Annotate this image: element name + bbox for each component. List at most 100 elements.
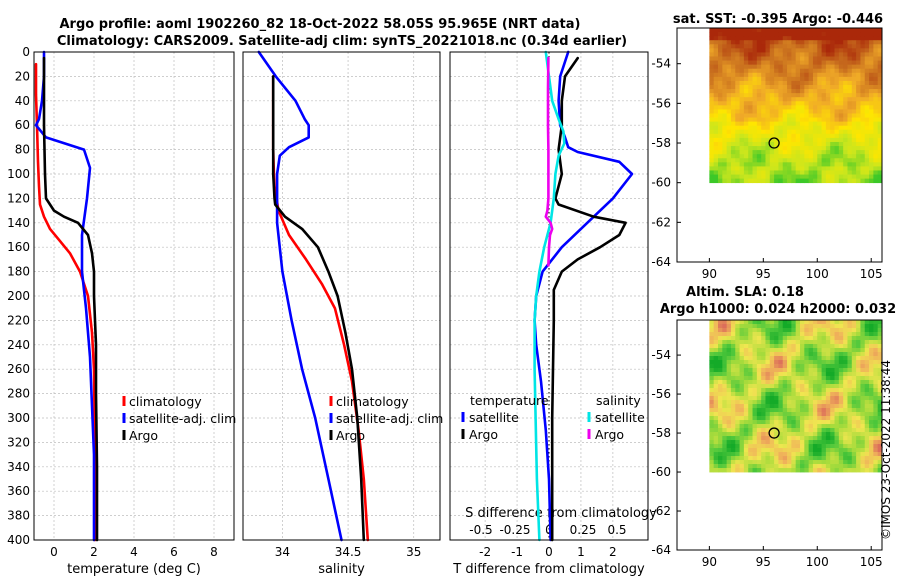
heatmap-cell xyxy=(730,320,736,325)
heatmap-cell xyxy=(726,166,732,171)
heatmap-cell xyxy=(851,76,857,82)
heatmap-cell xyxy=(752,72,758,78)
heatmap-cell xyxy=(752,360,758,365)
heatmap-cell xyxy=(769,40,775,45)
heatmap-cell xyxy=(834,121,840,127)
heatmap-cell xyxy=(748,44,753,49)
heatmap-cell xyxy=(735,84,740,90)
heatmap-cell xyxy=(774,420,779,425)
heatmap-cell xyxy=(812,400,818,405)
heatmap-cell xyxy=(726,162,732,167)
heatmap-cell xyxy=(795,48,801,53)
heatmap-cell xyxy=(795,133,801,139)
heatmap-cell xyxy=(765,166,771,171)
heatmap-cell xyxy=(761,141,766,147)
heatmap-cell xyxy=(791,158,797,163)
heatmap-cell xyxy=(873,146,879,151)
heatmap-cell xyxy=(804,420,810,425)
salinity-panel: 34 34.5 35salinityclimatologysatellite-adj… xyxy=(242,50,443,577)
heatmap-cell xyxy=(864,388,870,393)
heatmap-cell xyxy=(748,396,753,401)
heatmap-cell xyxy=(856,166,861,171)
heatmap-cell xyxy=(817,388,822,393)
heatmap-cell xyxy=(834,68,840,74)
heatmap-cell xyxy=(756,60,762,66)
heatmap-cell xyxy=(838,332,844,337)
heatmap-cell xyxy=(821,56,827,61)
heatmap-cell xyxy=(860,146,866,151)
heatmap-cell xyxy=(791,468,797,473)
heatmap-cell xyxy=(752,56,758,61)
heatmap-cell xyxy=(787,444,792,449)
heatmap-cell xyxy=(825,444,831,449)
heatmap-cell xyxy=(817,125,822,131)
heatmap-cell xyxy=(808,332,814,337)
heatmap-cell xyxy=(735,364,740,369)
heatmap-cell xyxy=(800,121,805,127)
heatmap-cell xyxy=(722,178,728,184)
heatmap-cell xyxy=(769,105,775,110)
heatmap-cell xyxy=(800,32,805,37)
heatmap-cell xyxy=(782,448,788,453)
heatmap-cell xyxy=(718,166,723,171)
heatmap-cell xyxy=(804,72,810,78)
heatmap-cell xyxy=(843,89,848,94)
heatmap-cell xyxy=(782,146,788,151)
heatmap-cell xyxy=(851,396,857,401)
heatmap-cell xyxy=(795,348,801,353)
heatmap-cell xyxy=(795,436,801,441)
heatmap-cell xyxy=(739,436,745,441)
heatmap-cell xyxy=(791,129,797,135)
heatmap-cell xyxy=(869,320,874,325)
heatmap-cell xyxy=(804,162,810,167)
heatmap-cell xyxy=(869,412,874,417)
heatmap-cell xyxy=(787,36,792,41)
heatmap-cell xyxy=(869,166,874,171)
heatmap-cell xyxy=(864,468,870,473)
heatmap-cell xyxy=(739,84,745,90)
heatmap-cell xyxy=(834,44,840,49)
heatmap-cell xyxy=(761,64,766,70)
heatmap-cell xyxy=(860,320,866,325)
heatmap-cell xyxy=(838,40,844,45)
heatmap-cell xyxy=(817,328,822,333)
heatmap-cell xyxy=(791,146,797,151)
heatmap-cell xyxy=(860,72,866,78)
heatmap-cell xyxy=(726,117,732,123)
heatmap-cell xyxy=(748,166,753,171)
heatmap-cell xyxy=(877,404,883,409)
heatmap-cell xyxy=(756,364,762,369)
heatmap-cell xyxy=(761,320,766,325)
heatmap-cell xyxy=(752,320,758,325)
heatmap-cell xyxy=(748,137,753,143)
heatmap-cell xyxy=(743,72,749,78)
heatmap-cell xyxy=(769,356,775,361)
heatmap-cell xyxy=(808,72,814,78)
heatmap-cell xyxy=(718,444,723,449)
heatmap-cell xyxy=(869,348,874,353)
heatmap-cell xyxy=(808,89,814,94)
heatmap-cell xyxy=(769,64,775,70)
heatmap-cell xyxy=(838,436,844,441)
heatmap-cell xyxy=(756,440,762,445)
heatmap-cell xyxy=(718,178,723,184)
heatmap-cell xyxy=(856,178,861,184)
heatmap-cell xyxy=(856,376,861,381)
heatmap-cell xyxy=(718,424,723,429)
heatmap-cell xyxy=(769,456,775,461)
heatmap-cell xyxy=(838,146,844,151)
heatmap-cell xyxy=(735,404,740,409)
heatmap-cell xyxy=(812,113,818,118)
heatmap-cell xyxy=(791,456,797,461)
heatmap-cell xyxy=(739,48,745,53)
heatmap-cell xyxy=(782,392,788,397)
heatmap-cell xyxy=(726,154,732,159)
heatmap-cell xyxy=(812,121,818,127)
heatmap-cell xyxy=(847,32,853,37)
heatmap-cell xyxy=(752,141,758,147)
heatmap-cell xyxy=(726,372,732,377)
heatmap-cell xyxy=(774,129,779,135)
heatmap-cell xyxy=(778,372,784,377)
heatmap-cell xyxy=(834,332,840,337)
heatmap-cell xyxy=(774,324,779,329)
